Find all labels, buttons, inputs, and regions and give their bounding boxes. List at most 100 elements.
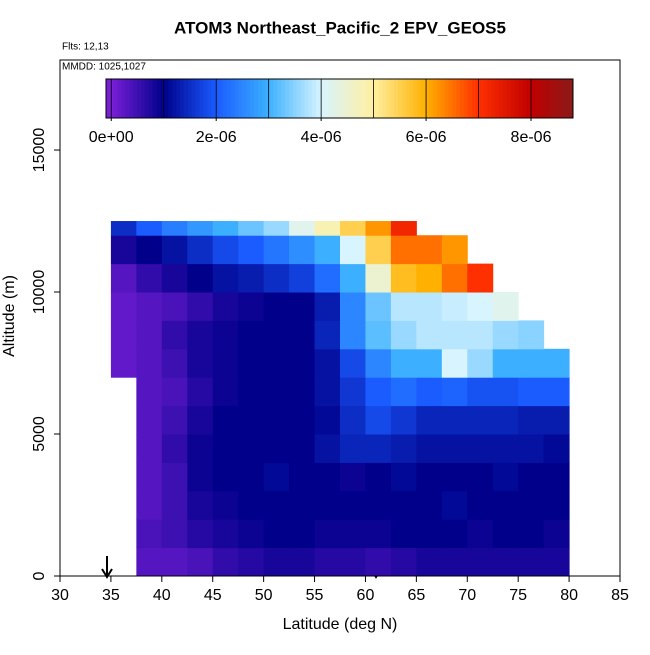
heat-cell bbox=[110, 292, 137, 321]
colorbar-swatch bbox=[405, 79, 411, 118]
heat-cell bbox=[365, 235, 392, 265]
heat-cell bbox=[416, 519, 443, 549]
heat-cell bbox=[289, 221, 316, 236]
heat-cell bbox=[390, 405, 417, 435]
colorbar-swatch bbox=[277, 79, 282, 118]
heat-cell bbox=[314, 547, 341, 577]
colorbar-frame bbox=[105, 78, 574, 119]
heat-cell bbox=[543, 462, 570, 492]
heat-cell bbox=[416, 320, 443, 350]
heat-cell bbox=[136, 405, 163, 435]
colorbar-swatch bbox=[378, 79, 383, 118]
heat-cell bbox=[390, 547, 417, 577]
heat-cell bbox=[161, 490, 188, 520]
heat-cell bbox=[110, 235, 137, 265]
colorbar-swatch bbox=[281, 79, 286, 118]
colorbar-swatch bbox=[530, 79, 535, 118]
heat-cell bbox=[365, 320, 392, 350]
x-tick-label: 80 bbox=[560, 587, 578, 604]
heat-cell bbox=[492, 348, 519, 378]
heat-cell bbox=[238, 263, 265, 293]
colorbar-swatch bbox=[553, 79, 558, 118]
heat-cell bbox=[212, 462, 239, 492]
colorbar-swatch bbox=[429, 79, 434, 118]
colorbar-swatch bbox=[355, 79, 360, 118]
heat-cell bbox=[187, 348, 214, 378]
heat-cell bbox=[340, 377, 366, 407]
heat-cell bbox=[212, 320, 239, 350]
heat-cell bbox=[212, 519, 239, 549]
heat-cell bbox=[187, 490, 214, 520]
y-tick-label: 0 bbox=[31, 571, 48, 580]
colorbar-swatch bbox=[401, 79, 407, 118]
heat-cell bbox=[441, 377, 468, 407]
colorbar-swatch bbox=[421, 79, 426, 118]
colorbar-swatch bbox=[487, 79, 492, 118]
colorbar-swatch bbox=[331, 79, 337, 118]
heat-cell bbox=[212, 221, 239, 236]
heat-cell bbox=[543, 547, 570, 577]
heat-cell bbox=[161, 292, 188, 321]
colorbar-swatch bbox=[436, 79, 442, 118]
heat-cell bbox=[314, 221, 341, 236]
colorbar-swatch bbox=[261, 79, 267, 118]
heat-cell bbox=[467, 263, 494, 293]
heat-cell bbox=[543, 348, 570, 378]
colorbar-swatch bbox=[479, 79, 484, 118]
heat-cell bbox=[492, 547, 519, 577]
colorbar-swatch bbox=[164, 79, 169, 118]
heat-cell bbox=[263, 462, 290, 492]
heat-cell bbox=[238, 235, 265, 265]
colorbar-swatch bbox=[565, 79, 570, 118]
heat-cell bbox=[390, 235, 417, 265]
heat-cell bbox=[365, 490, 392, 520]
colorbar-swatch bbox=[133, 79, 138, 118]
heat-cell bbox=[365, 547, 392, 577]
colorbar-swatch bbox=[249, 79, 255, 118]
colorbar-swatch bbox=[238, 79, 243, 118]
heat-cell bbox=[263, 221, 290, 236]
heat-cell bbox=[416, 490, 443, 520]
colorbar-swatch bbox=[316, 79, 321, 118]
colorbar-swatch bbox=[495, 79, 500, 118]
colorbar-swatch bbox=[106, 79, 111, 118]
heat-cell bbox=[416, 377, 443, 407]
colorbar-swatch bbox=[222, 79, 228, 118]
colorbar-swatch bbox=[475, 79, 481, 118]
heat-cell bbox=[263, 292, 290, 321]
x-axis-label: Latitude (deg N) bbox=[283, 616, 398, 633]
heat-cell bbox=[136, 320, 163, 350]
colorbar-tick-label: 2e-06 bbox=[196, 129, 237, 146]
heat-cell bbox=[416, 434, 443, 463]
heat-cell bbox=[289, 377, 316, 407]
heat-cell bbox=[365, 263, 392, 293]
colorbar-swatch bbox=[203, 79, 208, 118]
heat-cell bbox=[365, 377, 392, 407]
colorbar-tick-label: 8e-06 bbox=[511, 129, 552, 146]
colorbar-swatch bbox=[253, 79, 259, 118]
x-tick-label: 55 bbox=[306, 587, 324, 604]
colorbar-swatch bbox=[569, 79, 574, 118]
heat-cell bbox=[212, 263, 239, 293]
heat-cell bbox=[518, 490, 545, 520]
heat-cell bbox=[340, 263, 366, 293]
subtitle: Flts: 12,13 bbox=[62, 42, 109, 53]
heat-cell bbox=[187, 434, 214, 463]
heat-cell bbox=[543, 377, 570, 407]
colorbar-swatch bbox=[549, 79, 555, 118]
colorbar-swatch bbox=[129, 79, 134, 118]
heat-cell bbox=[263, 519, 290, 549]
colorbar-swatch bbox=[226, 79, 232, 118]
colorbar-swatch bbox=[464, 79, 469, 118]
heat-cell bbox=[365, 462, 392, 492]
plot-frame bbox=[59, 59, 621, 577]
heat-cell bbox=[467, 519, 494, 549]
heat-cell bbox=[187, 263, 214, 293]
heat-cell bbox=[238, 462, 265, 492]
heat-cell bbox=[187, 292, 214, 321]
heat-cell bbox=[314, 490, 341, 520]
heat-cell bbox=[518, 377, 545, 407]
heat-cell bbox=[238, 320, 265, 350]
heat-cell bbox=[136, 235, 163, 265]
